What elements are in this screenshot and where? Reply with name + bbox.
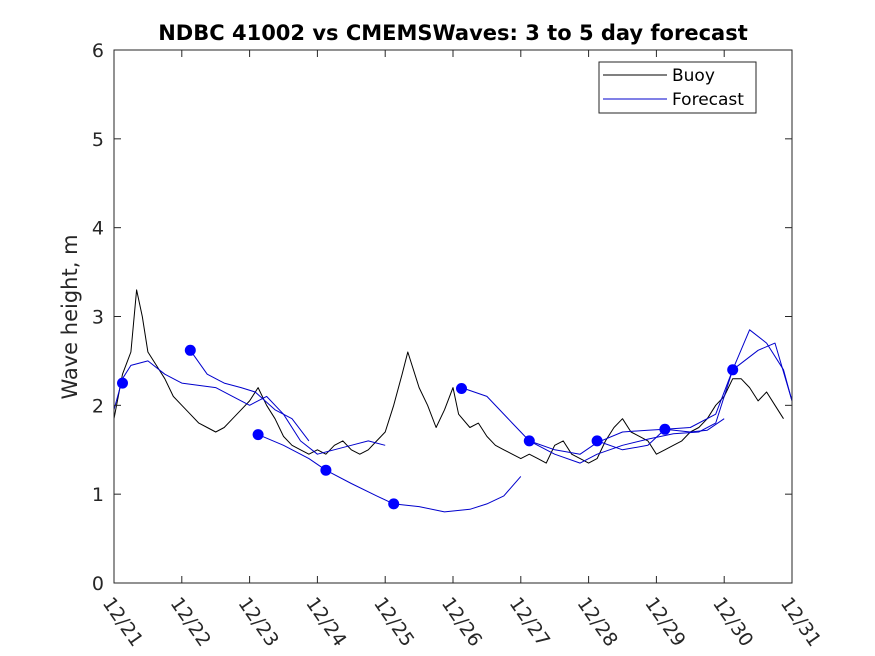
y-tick-label: 5 bbox=[92, 129, 104, 151]
series-line-buoy bbox=[113, 289, 784, 464]
y-tick-label: 3 bbox=[92, 307, 104, 329]
forecast-line-segment-5 bbox=[596, 342, 793, 451]
forecast-marker bbox=[659, 423, 671, 435]
y-tick-label: 1 bbox=[92, 484, 104, 506]
y-tick-label: 0 bbox=[92, 573, 104, 595]
chart-title: NDBC 41002 vs CMEMSWaves: 3 to 5 day for… bbox=[158, 21, 748, 45]
forecast-marker bbox=[456, 383, 467, 394]
forecast-marker bbox=[320, 464, 332, 476]
forecast-line-segment-1 bbox=[189, 350, 310, 442]
y-tick-label: 6 bbox=[92, 40, 104, 62]
forecast-line-segment-4 bbox=[529, 329, 793, 464]
y-axis-label: Wave height, m bbox=[58, 234, 82, 399]
series-layer bbox=[113, 289, 793, 513]
y-tick-label: 4 bbox=[92, 218, 104, 240]
forecast-marker bbox=[523, 435, 535, 447]
forecast-marker bbox=[117, 377, 128, 389]
legend-label-forecast: Forecast bbox=[672, 90, 744, 110]
forecast-line-segment-0 bbox=[113, 360, 386, 455]
legend: Buoy Forecast bbox=[598, 61, 757, 114]
legend-label-buoy: Buoy bbox=[672, 66, 715, 86]
forecast-marker bbox=[591, 435, 603, 447]
legend-box bbox=[598, 61, 757, 114]
forecast-marker bbox=[184, 344, 196, 356]
y-tick-label: 2 bbox=[92, 395, 104, 417]
forecast-marker bbox=[727, 364, 739, 376]
plot-area bbox=[114, 50, 792, 583]
forecast-marker bbox=[252, 429, 264, 441]
forecast-marker bbox=[388, 498, 400, 510]
